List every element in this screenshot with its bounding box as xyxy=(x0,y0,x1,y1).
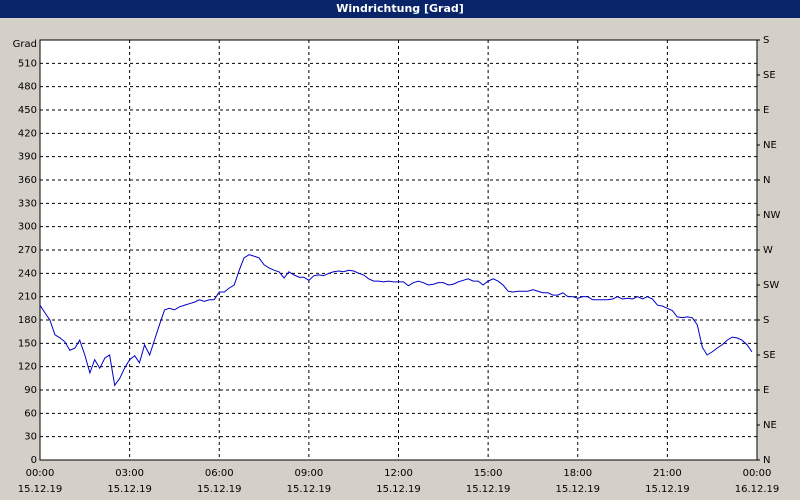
y-tick-label: 450 xyxy=(18,105,37,116)
x-tick-label: 12:00 xyxy=(384,468,413,479)
x-tick-label: 15.12.19 xyxy=(197,484,242,495)
x-tick-label: 06:00 xyxy=(205,468,234,479)
x-tick-label: 15.12.19 xyxy=(287,484,332,495)
y-tick-label: 240 xyxy=(18,268,37,279)
y-tick-label: 150 xyxy=(18,338,37,349)
y2-tick-label: NE xyxy=(763,140,777,151)
y-tick-label: 120 xyxy=(18,362,37,373)
x-tick-label: 15:00 xyxy=(474,468,503,479)
y2-tick-label: SE xyxy=(763,350,776,361)
y-tick-label: 0 xyxy=(31,455,37,466)
y2-tick-label: N xyxy=(763,455,770,466)
y2-tick-label: NW xyxy=(763,210,780,221)
x-tick-label: 21:00 xyxy=(653,468,682,479)
y-axis-label: Grad xyxy=(13,39,37,50)
y-tick-label: 210 xyxy=(18,292,37,303)
data-line xyxy=(39,254,753,387)
x-tick-label: 15.12.19 xyxy=(376,484,421,495)
y-tick-label: 300 xyxy=(18,222,37,233)
y-tick-label: 420 xyxy=(18,128,37,139)
x-tick-label: 15.12.19 xyxy=(555,484,600,495)
x-tick-label: 15.12.19 xyxy=(466,484,511,495)
x-tick-label: 00:00 xyxy=(26,468,55,479)
y-tick-label: 270 xyxy=(18,245,37,256)
x-tick-label: 15.12.19 xyxy=(107,484,152,495)
y-tick-label: 90 xyxy=(24,385,37,396)
y-tick-label: 180 xyxy=(18,315,37,326)
x-tick-label: 15.12.19 xyxy=(18,484,63,495)
y-tick-label: 60 xyxy=(24,408,37,419)
chart-title: Windrichtung [Grad] xyxy=(336,2,464,15)
y-tick-label: 330 xyxy=(18,198,37,209)
x-tick-label: 15.12.19 xyxy=(645,484,690,495)
y2-tick-label: SE xyxy=(763,70,776,81)
y2-tick-label: S xyxy=(763,315,769,326)
y2-tick-label: E xyxy=(763,105,769,116)
title-bar xyxy=(0,0,800,18)
y2-tick-label: W xyxy=(763,245,773,256)
y2-tick-label: S xyxy=(763,35,769,46)
y-tick-label: 30 xyxy=(24,432,37,443)
x-tick-label: 00:00 xyxy=(743,468,772,479)
y2-tick-label: E xyxy=(763,385,769,396)
y2-tick-label: N xyxy=(763,175,770,186)
x-tick-label: 03:00 xyxy=(115,468,144,479)
y2-tick-label: SW xyxy=(763,280,779,291)
x-tick-label: 09:00 xyxy=(294,468,323,479)
y-tick-label: 360 xyxy=(18,175,37,186)
y2-tick-label: NE xyxy=(763,420,777,431)
x-tick-label: 16.12.19 xyxy=(735,484,780,495)
y-tick-label: 390 xyxy=(18,152,37,163)
y-tick-label: 510 xyxy=(18,58,37,69)
y-tick-label: 480 xyxy=(18,82,37,93)
plot-border xyxy=(39,39,758,461)
x-tick-label: 18:00 xyxy=(563,468,592,479)
